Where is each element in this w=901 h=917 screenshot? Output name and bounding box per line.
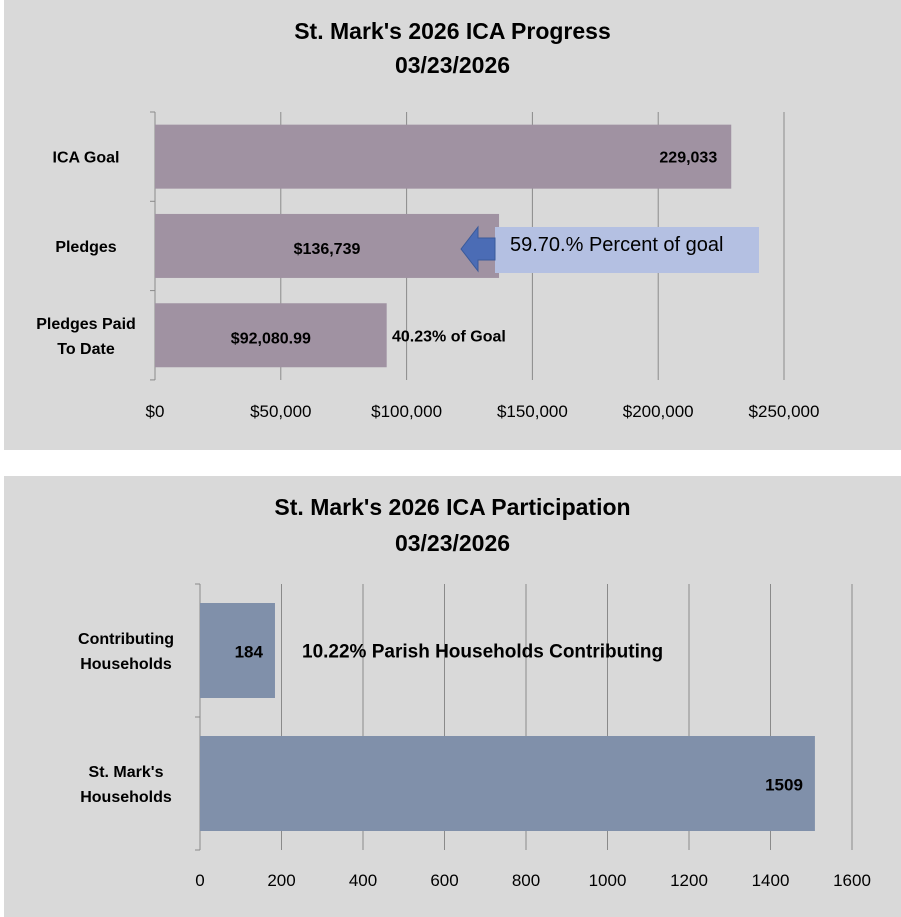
- participation-chart-panel: St. Mark's 2026 ICA Participation 03/23/…: [4, 476, 901, 917]
- x-tick-label: 1000: [589, 871, 627, 890]
- chart-title: St. Mark's 2026 ICA Progress: [294, 18, 611, 44]
- progress-bar-chart: $0 $50,000 $100,000 $150,000 $200,000 $250,00…: [36, 111, 820, 421]
- bar: [200, 603, 275, 698]
- x-tick-label: $200,000: [623, 402, 694, 421]
- data-label: 229,033: [659, 150, 717, 167]
- chart-date: 03/23/2026: [394, 530, 511, 556]
- participation-annotation: 10.22% Parish Households Contributing: [302, 642, 663, 663]
- category-label: St. Mark's Households: [80, 764, 172, 806]
- x-tick-label: 600: [430, 871, 458, 890]
- x-tick-label: 1200: [670, 871, 708, 890]
- data-label: $136,739: [294, 241, 361, 258]
- x-tick-label: $50,000: [250, 402, 311, 421]
- x-tick-label: $100,000: [371, 402, 442, 421]
- bar: [155, 213, 500, 278]
- callout-box: [495, 227, 759, 273]
- bar: [200, 736, 815, 831]
- chart-title: St. Mark's 2026 ICA Participation: [274, 494, 631, 520]
- x-tick-label: $0: [146, 402, 165, 421]
- x-tick-label: $150,000: [497, 402, 568, 421]
- x-tick-label: 1600: [833, 871, 871, 890]
- x-tick-label: $250,000: [749, 402, 820, 421]
- x-tick-label: 200: [267, 871, 295, 890]
- category-label: Pledges Paid To Date: [36, 316, 136, 358]
- data-label: 1509: [765, 776, 803, 795]
- category-label: Pledges: [55, 239, 116, 256]
- data-label: $92,080.99: [231, 330, 311, 347]
- chart-date: 03/23/2026: [394, 52, 511, 78]
- x-tick-label: 800: [512, 871, 540, 890]
- progress-chart-panel: St. Mark's 2026 ICA Progress 03/23/2026 …: [4, 0, 901, 450]
- x-tick-label: 400: [349, 871, 377, 890]
- x-tick-label: 0: [195, 871, 204, 890]
- category-label: ICA Goal: [53, 150, 120, 167]
- x-tick-label: 1400: [752, 871, 790, 890]
- bar: [155, 303, 387, 368]
- callout-text: 59.70.% Percent of goal: [510, 234, 723, 256]
- bar: [155, 124, 732, 189]
- participation-bar-chart: 0 200 400 600 800 1000 1200 1400 1600 Contributin…: [78, 583, 871, 890]
- category-label: Contributing Households: [78, 631, 174, 673]
- goal-annotation: 40.23% of Goal: [392, 328, 506, 345]
- callout-arrow-icon: [460, 225, 496, 273]
- data-label: 184: [235, 643, 264, 662]
